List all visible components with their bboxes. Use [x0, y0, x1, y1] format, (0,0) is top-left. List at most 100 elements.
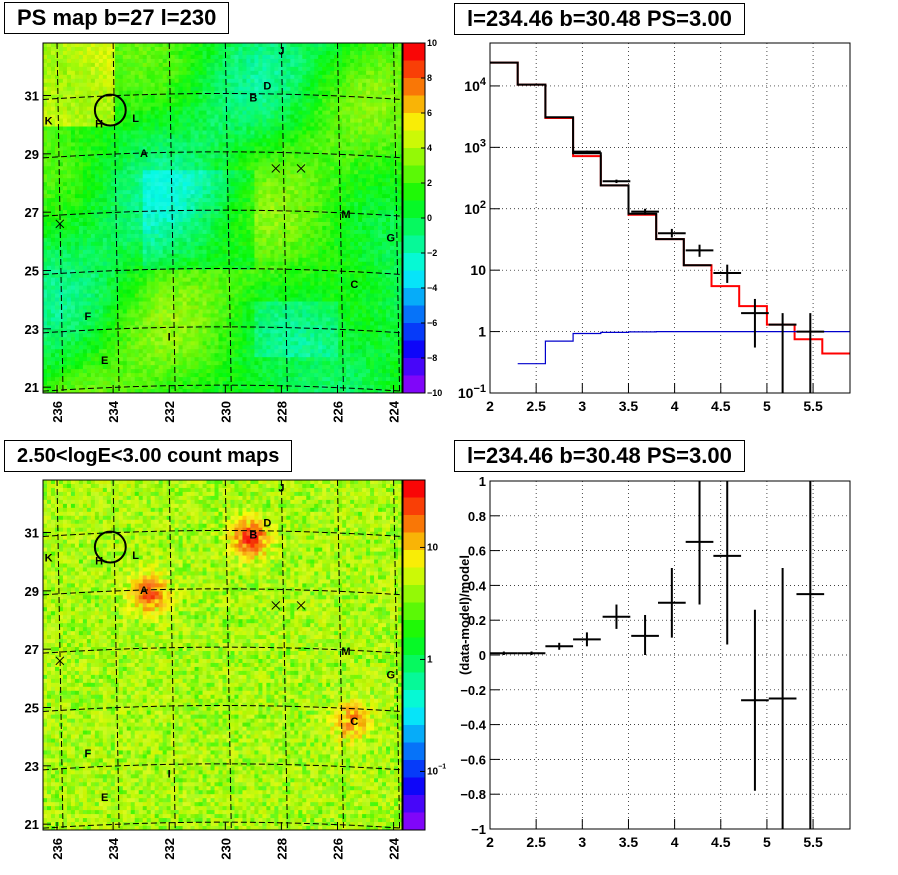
map-cell: [58, 158, 64, 163]
map-cell: [346, 257, 351, 263]
map-cell: [206, 218, 211, 223]
map-cell: [174, 62, 180, 68]
map-cell: [198, 134, 203, 139]
map-cell: [118, 206, 124, 211]
map-cell: [374, 62, 379, 68]
map-cell: [126, 78, 132, 84]
map-cell: [102, 43, 108, 48]
map-cell: [158, 90, 164, 96]
map-cell: [334, 74, 339, 80]
map-cell: [90, 194, 96, 199]
map-cell: [298, 50, 303, 56]
map-cell: [262, 170, 267, 175]
map-cell: [362, 221, 367, 227]
map-cell: [266, 154, 271, 159]
map-cell: [322, 150, 327, 155]
map-cell: [258, 233, 263, 239]
map-cell: [134, 90, 140, 96]
map-cell: [126, 98, 132, 104]
map-cell: [90, 82, 96, 88]
map-cell: [174, 221, 180, 227]
map-cell: [370, 98, 375, 104]
map-cell: [302, 106, 307, 112]
map-cell: [74, 126, 80, 131]
map-cell: [350, 202, 355, 207]
map-cell: [358, 130, 363, 135]
map-cell: [182, 158, 187, 163]
map-cell: [362, 170, 367, 175]
map-cell: [242, 50, 247, 56]
map-cell: [342, 194, 347, 199]
map-cell: [43, 221, 48, 227]
map-cell: [242, 94, 247, 100]
map-cell: [346, 237, 351, 243]
map-cell: [330, 102, 335, 108]
map-cell: [298, 186, 303, 191]
map-cell: [286, 174, 291, 179]
map-cell: [70, 178, 76, 183]
map-cell: [46, 162, 52, 167]
map-cell: [358, 245, 363, 251]
map-cell: [286, 257, 291, 263]
map-cell: [122, 122, 128, 127]
map-cell: [374, 166, 379, 171]
map-cell: [346, 170, 351, 175]
map-cell: [162, 118, 168, 123]
map-cell: [342, 82, 347, 88]
map-cell: [354, 186, 359, 191]
map-cell: [82, 206, 88, 211]
map-cell: [306, 257, 311, 263]
map-cell: [322, 241, 327, 247]
map-cell: [318, 58, 323, 64]
map-cell: [342, 154, 347, 159]
map-cell: [178, 138, 184, 143]
map-cell: [354, 102, 359, 108]
map-cell: [286, 66, 291, 72]
map-cell: [318, 146, 323, 151]
map-cell: [294, 82, 299, 88]
map-cell: [202, 210, 207, 215]
map-cell: [362, 146, 367, 151]
map-cell: [242, 43, 247, 48]
map-cell: [366, 126, 371, 131]
map-cell: [330, 202, 335, 207]
map-cell: [330, 70, 335, 76]
map-cell: [242, 233, 247, 239]
map-cell: [86, 198, 92, 203]
map-cell: [322, 178, 327, 183]
map-cell: [198, 166, 203, 171]
map-cell: [102, 78, 108, 84]
map-cell: [58, 253, 64, 259]
map-cell: [74, 74, 80, 80]
map-cell: [398, 202, 403, 207]
map-cell: [43, 126, 48, 131]
map-cell: [386, 106, 391, 112]
map-cell: [230, 110, 235, 115]
map-cell: [282, 130, 287, 135]
map-cell: [46, 241, 52, 247]
map-cell: [154, 194, 160, 199]
map-cell: [322, 94, 327, 100]
map-cell: [250, 46, 255, 52]
map-cell: [246, 142, 251, 147]
map-cell: [258, 66, 263, 72]
map-cell: [370, 225, 375, 231]
map-cell: [242, 186, 247, 191]
map-cell: [342, 210, 347, 215]
map-cell: [190, 50, 195, 56]
map-cell: [50, 62, 56, 68]
map-cell: [250, 249, 255, 255]
map-cell: [82, 122, 88, 127]
map-cell: [218, 102, 223, 108]
map-cell: [350, 50, 355, 56]
map-cell: [354, 90, 359, 96]
map-cell: [122, 198, 128, 203]
map-cell: [394, 257, 399, 263]
map-cell: [94, 86, 100, 92]
map-cell: [150, 142, 156, 147]
map-cell: [130, 210, 136, 215]
map-cell: [230, 62, 235, 68]
map-cell: [162, 245, 168, 251]
map-cell: [138, 102, 144, 108]
map-cell: [286, 198, 291, 203]
